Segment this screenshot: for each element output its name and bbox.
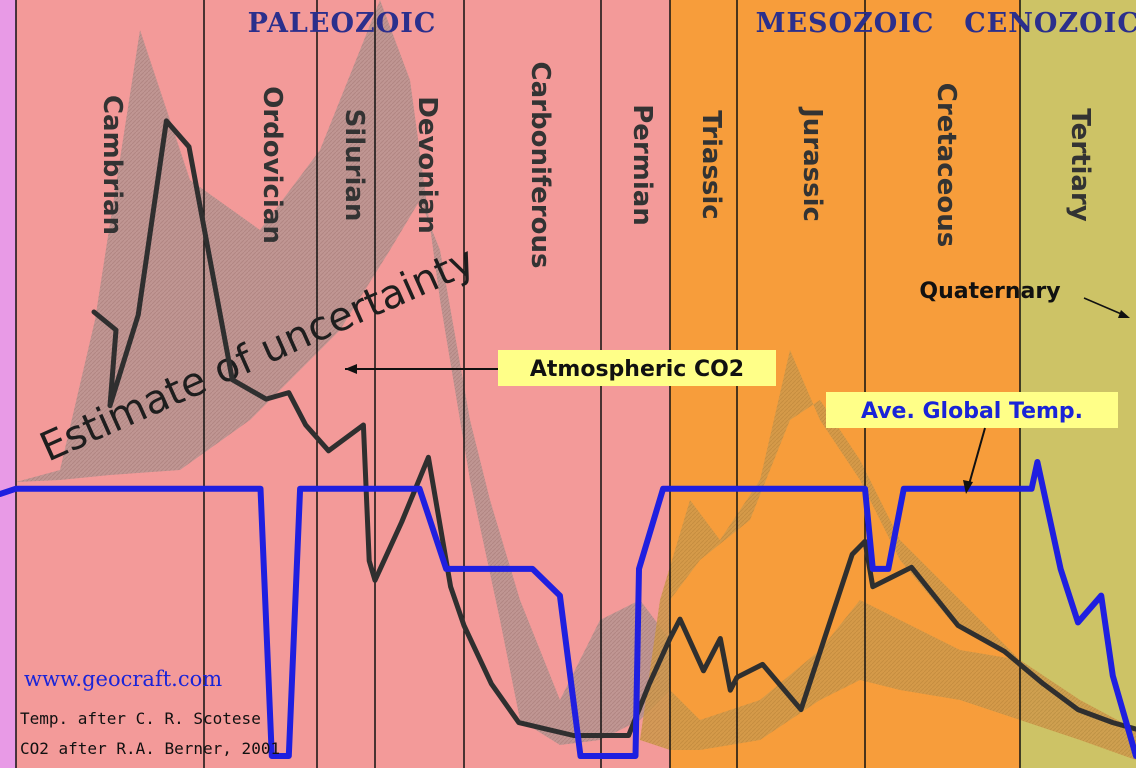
quaternary-leader [1083, 297, 1127, 317]
quaternary-label: Quaternary [919, 279, 1060, 304]
temp-callout-leader [967, 427, 986, 489]
era-label-paleozoic: PALEOZOIC [248, 8, 437, 39]
temp-callout-label: Ave. Global Temp. [861, 399, 1083, 424]
uncertainty-envelope-paleozoic [16, 0, 670, 745]
period-label-cambrian: Cambrian [97, 95, 127, 235]
period-label-permian: Permian [627, 104, 657, 226]
co2-series-line [91, 118, 1136, 738]
credit-website[interactable]: www.geocraft.com [24, 667, 222, 691]
period-label-jurassic: Jurassic [797, 106, 827, 222]
edge-strip [0, 0, 16, 768]
period-label-carboniferous: Carboniferous [525, 62, 555, 269]
uncertainty-envelope-mesozoic [640, 350, 1136, 760]
co2-callout-box [498, 350, 776, 386]
period-label-silurian: Silurian [339, 109, 369, 222]
credit-temp-source: Temp. after C. R. Scotese [20, 709, 261, 728]
period-label-tertiary: Tertiary [1065, 108, 1095, 221]
period-label-devonian: Devonian [412, 96, 442, 234]
temp-callout-arrowhead [963, 480, 973, 494]
period-label-ordovician: Ordovician [257, 86, 287, 244]
period-label-cretaceous: Cretaceous [931, 83, 961, 247]
period-labels: Cambrian Ordovician Silurian Devonian Carbon… [97, 62, 1095, 269]
cenozoic-band [1020, 0, 1136, 768]
era-label-mesozoic: MESOZOIC [756, 8, 935, 39]
era-label-cenozoic: CENOZOIC [964, 8, 1136, 39]
temp-callout-box [826, 392, 1118, 428]
period-label-triassic: Triassic [696, 110, 726, 219]
quaternary-arrowhead [1118, 310, 1130, 318]
credit-co2-source: CO2 after R.A. Berner, 2001 [20, 739, 280, 758]
co2-callout-arrowhead [345, 364, 357, 374]
co2-callout-label: Atmospheric CO2 [530, 357, 744, 382]
temperature-series-line [0, 459, 1136, 759]
